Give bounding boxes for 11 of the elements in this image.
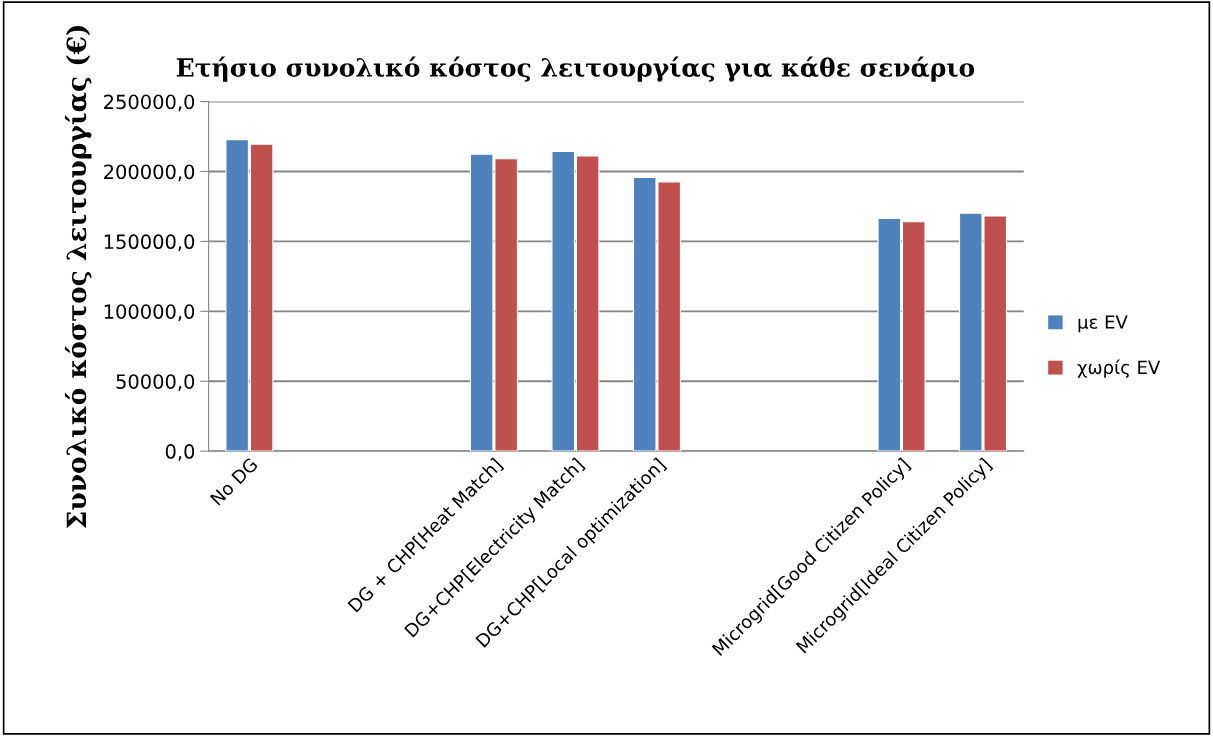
y-tick-label: 200000,0 — [104, 164, 195, 182]
y-tick-label: 150000,0 — [104, 234, 195, 252]
x-tick-label: No DG — [209, 457, 259, 506]
y-tick-label: 50000,0 — [116, 374, 195, 391]
legend-label: με EV — [1078, 315, 1128, 333]
y-axis-title: Συνολικό κόστος λειτουργίας (€) — [64, 26, 92, 529]
legend-label: χωρίς EV — [1077, 359, 1161, 378]
y-tick-label: 100000,0 — [104, 304, 195, 321]
chart-title: Ετήσιο συνολικό κόστος λειτουργίας για κάθε σενάριο — [176, 56, 975, 82]
y-tick-label: 0,0 — [165, 444, 195, 461]
y-tick-label: 250000,0 — [104, 94, 195, 112]
